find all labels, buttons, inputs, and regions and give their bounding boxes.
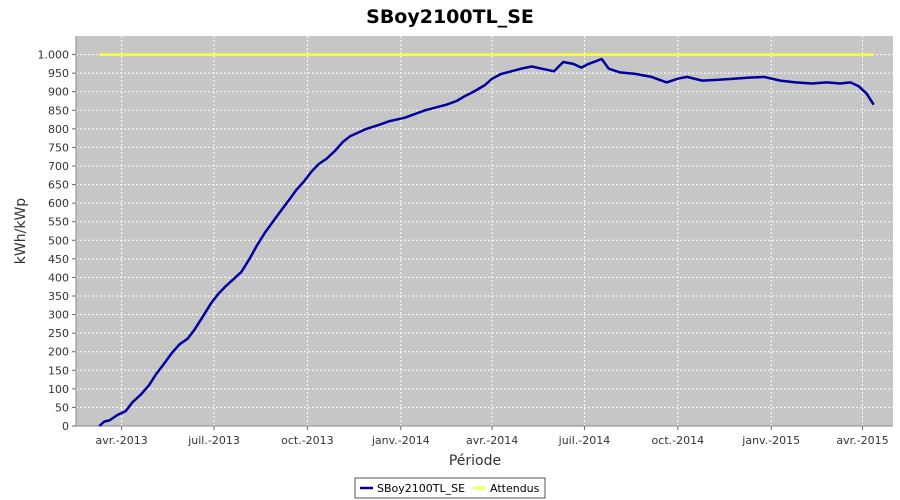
series-line-sboy: [98, 57, 875, 427]
y-tick-label: 250: [48, 327, 69, 340]
x-tick-label: janv.-2014: [371, 434, 430, 447]
y-tick-label: 150: [48, 364, 69, 377]
x-tick-label: juil.-2013: [187, 434, 240, 447]
y-tick-label: 950: [48, 67, 69, 80]
y-tick-label: 1.000: [38, 49, 70, 62]
y-tick-label: 600: [48, 197, 69, 210]
y-tick-label: 50: [55, 401, 69, 414]
legend: SBoy2100TL_SE Attendus: [354, 477, 546, 499]
x-tick-label: avr.-2015: [836, 434, 888, 447]
x-axis-label: Période: [449, 453, 501, 469]
y-tick-label: 700: [48, 160, 69, 173]
y-tick-label: 900: [48, 86, 69, 99]
y-tick-label: 100: [48, 383, 69, 396]
y-tick-label: 450: [48, 253, 69, 266]
y-tick-label: 400: [48, 271, 69, 284]
y-tick-label: 300: [48, 309, 69, 322]
y-tick-label: 800: [48, 123, 69, 136]
legend-label-sboy: SBoy2100TL_SE: [377, 482, 465, 495]
y-tick-label: 200: [48, 346, 69, 359]
x-tick-label: janv.-2015: [741, 434, 800, 447]
chart-title: SBoy2100TL_SE: [366, 6, 534, 28]
grid-lines: [76, 36, 893, 426]
y-tick-label: 650: [48, 179, 69, 192]
x-tick-label: oct.-2013: [281, 434, 334, 447]
y-tick-label: 0: [62, 420, 69, 433]
y-tick-label: 350: [48, 290, 69, 303]
y-tick-label: 850: [48, 104, 69, 117]
y-axis-label: kWh/kWp: [13, 198, 29, 264]
y-tick-label: 750: [48, 141, 69, 154]
series-layer: [98, 53, 875, 427]
x-tick-label: avr.-2014: [466, 434, 518, 447]
legend-label-attendus: Attendus: [490, 482, 540, 495]
plot-area: [76, 36, 893, 426]
y-tick-label: 550: [48, 216, 69, 229]
y-tick-label: 500: [48, 234, 69, 247]
x-tick-label: oct.-2014: [652, 434, 705, 447]
x-axis: avr.-2013 juil.-2013 oct.-2013 janv.-2014 av…: [76, 425, 893, 447]
x-tick-label: avr.-2013: [96, 434, 148, 447]
legend-box: [354, 477, 546, 499]
y-axis: 0 50 100 150 200 250 300 350 400 450 500 550 600 650 7…: [38, 36, 77, 433]
x-tick-label: juil.-2014: [558, 434, 611, 447]
